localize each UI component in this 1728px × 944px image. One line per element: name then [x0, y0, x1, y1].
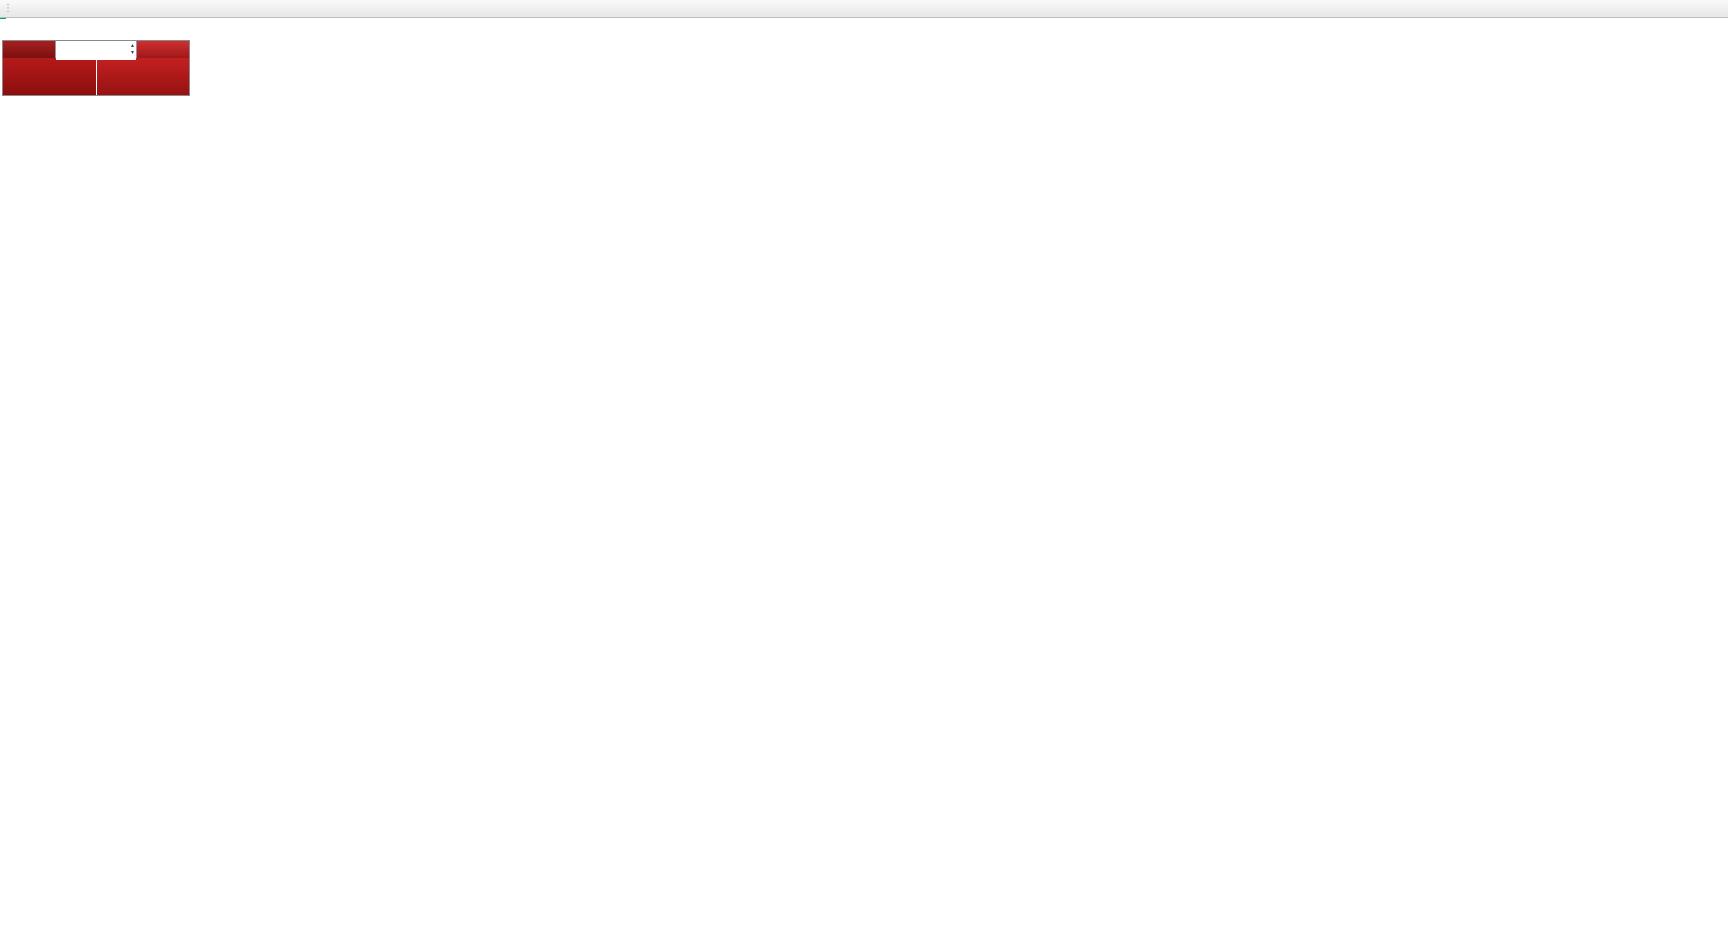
buy-price-button[interactable]: [96, 58, 189, 95]
chart-info: [5, 26, 14, 38]
rsi-label: [5, 686, 10, 698]
trade-widget-prices: [3, 58, 189, 95]
chart-workspace: ▴ ▾: [0, 17, 1728, 944]
one-click-trading-widget: ▴ ▾: [2, 40, 190, 96]
toolbar-grip[interactable]: ⋮: [3, 3, 13, 14]
toolbar: ⋮: [0, 0, 1728, 18]
buy-button[interactable]: [137, 41, 189, 58]
macd-label: [5, 533, 14, 545]
volume-spinner: ▴ ▾: [130, 41, 135, 58]
sell-price-button[interactable]: [3, 58, 97, 95]
volume-field: ▴ ▾: [55, 41, 137, 60]
volume-input[interactable]: [56, 42, 136, 60]
volume-down-button[interactable]: ▾: [130, 49, 134, 56]
volume-up-button[interactable]: ▴: [130, 42, 134, 49]
trade-widget-header: ▴ ▾: [3, 41, 189, 60]
sell-button[interactable]: [3, 41, 55, 58]
